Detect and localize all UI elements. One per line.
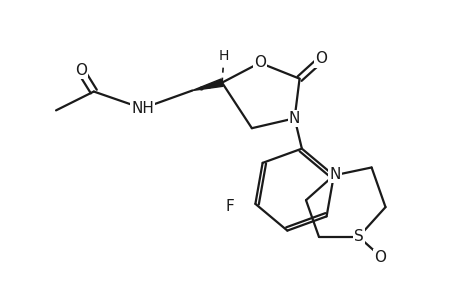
Text: N: N (288, 111, 300, 126)
Text: NH: NH (131, 101, 154, 116)
Polygon shape (192, 79, 223, 91)
Text: O: O (75, 63, 87, 78)
Text: H: H (218, 49, 229, 63)
Text: F: F (224, 199, 234, 214)
Text: N: N (329, 167, 340, 182)
Text: O: O (253, 55, 265, 70)
Text: O: O (315, 51, 327, 66)
Text: O: O (374, 250, 386, 265)
Text: S: S (353, 229, 363, 244)
